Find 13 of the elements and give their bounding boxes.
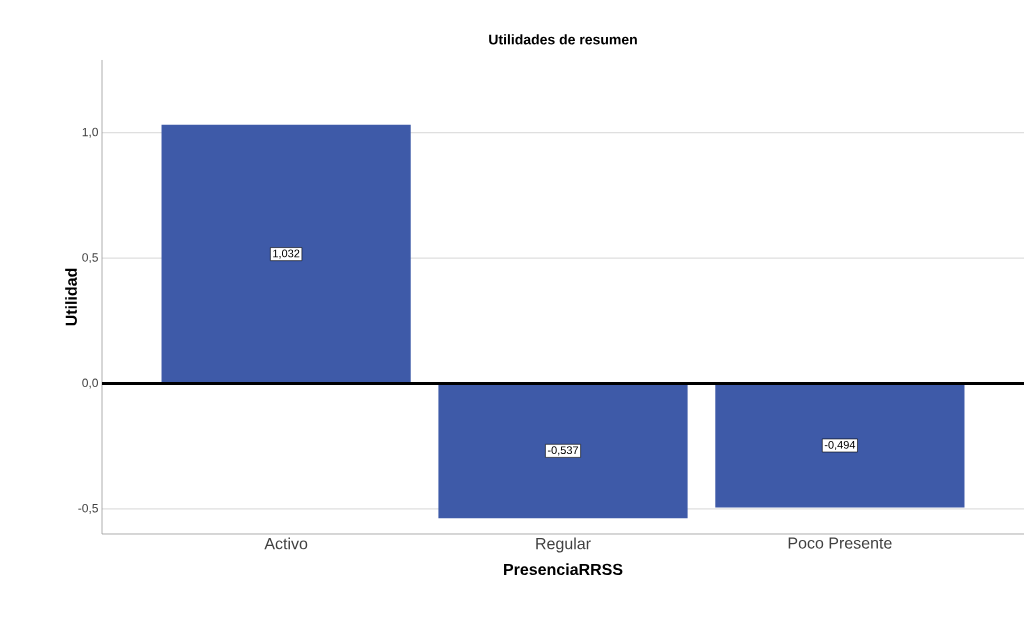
y-tick-label: 1,0	[82, 127, 99, 138]
y-tick-label: -0,5	[78, 503, 98, 514]
y-tick-label: 0,0	[82, 378, 99, 389]
data-label: 1,032	[273, 249, 300, 259]
data-label: -0,494	[824, 440, 856, 451]
chart-title: Utilidades de resumen	[489, 34, 637, 45]
x-tick-label: Regular	[536, 537, 591, 553]
x-axis-title: PresenciaRRSS	[504, 563, 623, 576]
x-tick-label: Activo	[264, 537, 308, 550]
x-tick-label: Poco Presente	[788, 537, 892, 549]
y-axis-title: Utilidad	[65, 268, 77, 326]
y-tick-label: 0,5	[82, 253, 98, 264]
data-label: -0,537	[547, 446, 579, 456]
